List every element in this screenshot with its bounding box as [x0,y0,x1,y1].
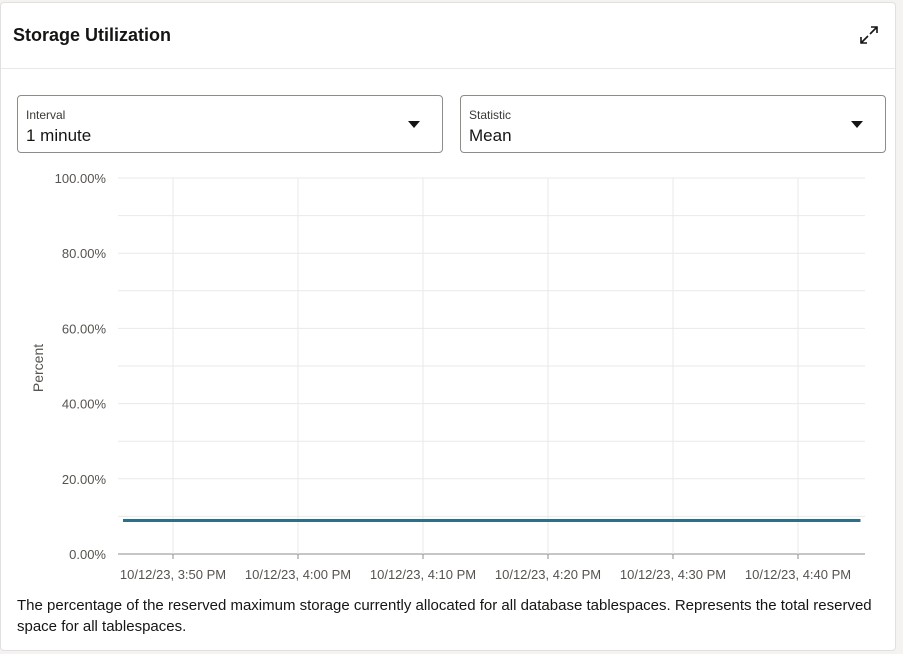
x-tick-label: 10/12/23, 4:10 PM [370,567,476,582]
expand-icon [860,26,878,44]
y-axis-label: Percent [30,344,46,392]
interval-value: 1 minute [26,126,92,145]
y-tick-label: 20.00% [62,472,107,487]
interval-label: Interval [26,108,66,122]
statistic-select[interactable]: Statistic Mean [460,95,886,153]
chart-description: The percentage of the reserved maximum s… [17,597,872,635]
y-tick-label: 80.00% [62,246,107,261]
y-tick-label: 40.00% [62,397,107,412]
card-title: Storage Utilization [13,25,172,45]
statistic-value: Mean [469,126,512,145]
interval-select[interactable]: Interval 1 minute [17,95,443,153]
y-tick-label: 100.00% [55,171,107,186]
x-tick-label: 10/12/23, 4:20 PM [495,567,601,582]
card-header: Storage Utilization [1,3,895,69]
page-edge [896,0,903,651]
chevron-down-icon [851,121,863,128]
x-tick-label: 10/12/23, 4:30 PM [620,567,726,582]
y-tick-label: 60.00% [62,321,107,336]
x-tick-label: 10/12/23, 4:40 PM [745,567,851,582]
chevron-down-icon [408,121,420,128]
y-tick-label: 0.00% [69,547,106,562]
x-tick-label: 10/12/23, 3:50 PM [120,567,226,582]
x-tick-label: 10/12/23, 4:00 PM [245,567,351,582]
expand-button[interactable] [857,23,881,47]
statistic-label: Statistic [469,108,512,122]
